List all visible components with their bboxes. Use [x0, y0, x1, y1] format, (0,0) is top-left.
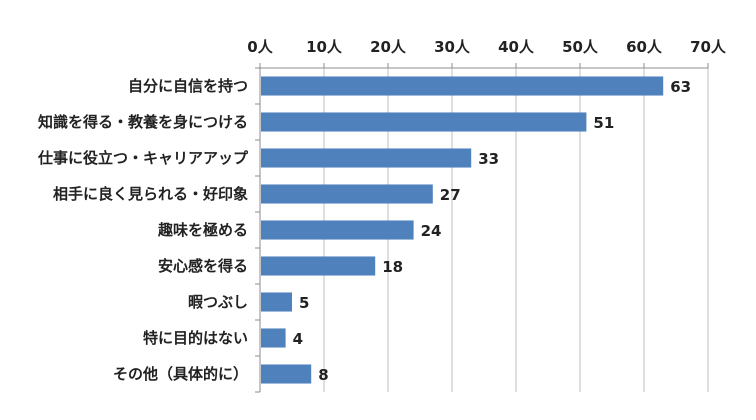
bars [261, 76, 664, 384]
x-axis-ticks: 0人 10人 20人 30人 40人 50人 60人 70人 [247, 38, 727, 393]
x-tick-label: 20人 [370, 38, 407, 56]
x-tick-label: 70人 [690, 38, 727, 56]
category-label: 特に目的はない [143, 329, 248, 347]
value-labels: 63 51 33 27 24 18 5 48 [293, 78, 691, 384]
x-tick-label: 30人 [434, 38, 471, 56]
data-label: 18 [382, 258, 403, 276]
x-tick-label: 50人 [562, 38, 599, 56]
bar [261, 76, 664, 96]
bar [261, 328, 286, 348]
category-label: 仕事に役立つ・キャリアアップ [37, 149, 249, 167]
bar [261, 292, 292, 312]
bar [261, 148, 472, 168]
x-tick-label: 0人 [247, 38, 273, 56]
category-label: 自分に自信を持つ [128, 77, 248, 95]
category-label: 相手に良く見られる・好印象 [53, 185, 248, 203]
bar [261, 184, 433, 204]
x-tick-label: 10人 [306, 38, 343, 56]
category-labels: 自分に自信を持つ知識を得る・教養を身につける仕事に役立つ・キャリアアップ相手に良… [37, 77, 249, 383]
bar [261, 220, 414, 240]
bar [261, 112, 587, 132]
category-label: 知識を得る・教養を身につける [38, 113, 248, 131]
data-label: 24 [421, 222, 442, 240]
x-tick-label: 40人 [498, 38, 535, 56]
category-label: 趣味を極める [157, 221, 248, 239]
bar [261, 256, 376, 276]
data-label: 8 [318, 366, 328, 384]
data-label: 63 [670, 78, 691, 96]
data-label: 27 [440, 186, 461, 204]
x-tick-label: 60人 [626, 38, 663, 56]
category-label: 安心感を得る [158, 257, 248, 275]
category-label: その他（具体的に） [113, 365, 248, 383]
data-label: 33 [478, 150, 499, 168]
bar [261, 364, 312, 384]
data-label: 5 [299, 294, 309, 312]
category-label: 暇つぶし [188, 293, 248, 311]
data-label: 4 [293, 330, 303, 348]
data-label: 51 [593, 114, 614, 132]
